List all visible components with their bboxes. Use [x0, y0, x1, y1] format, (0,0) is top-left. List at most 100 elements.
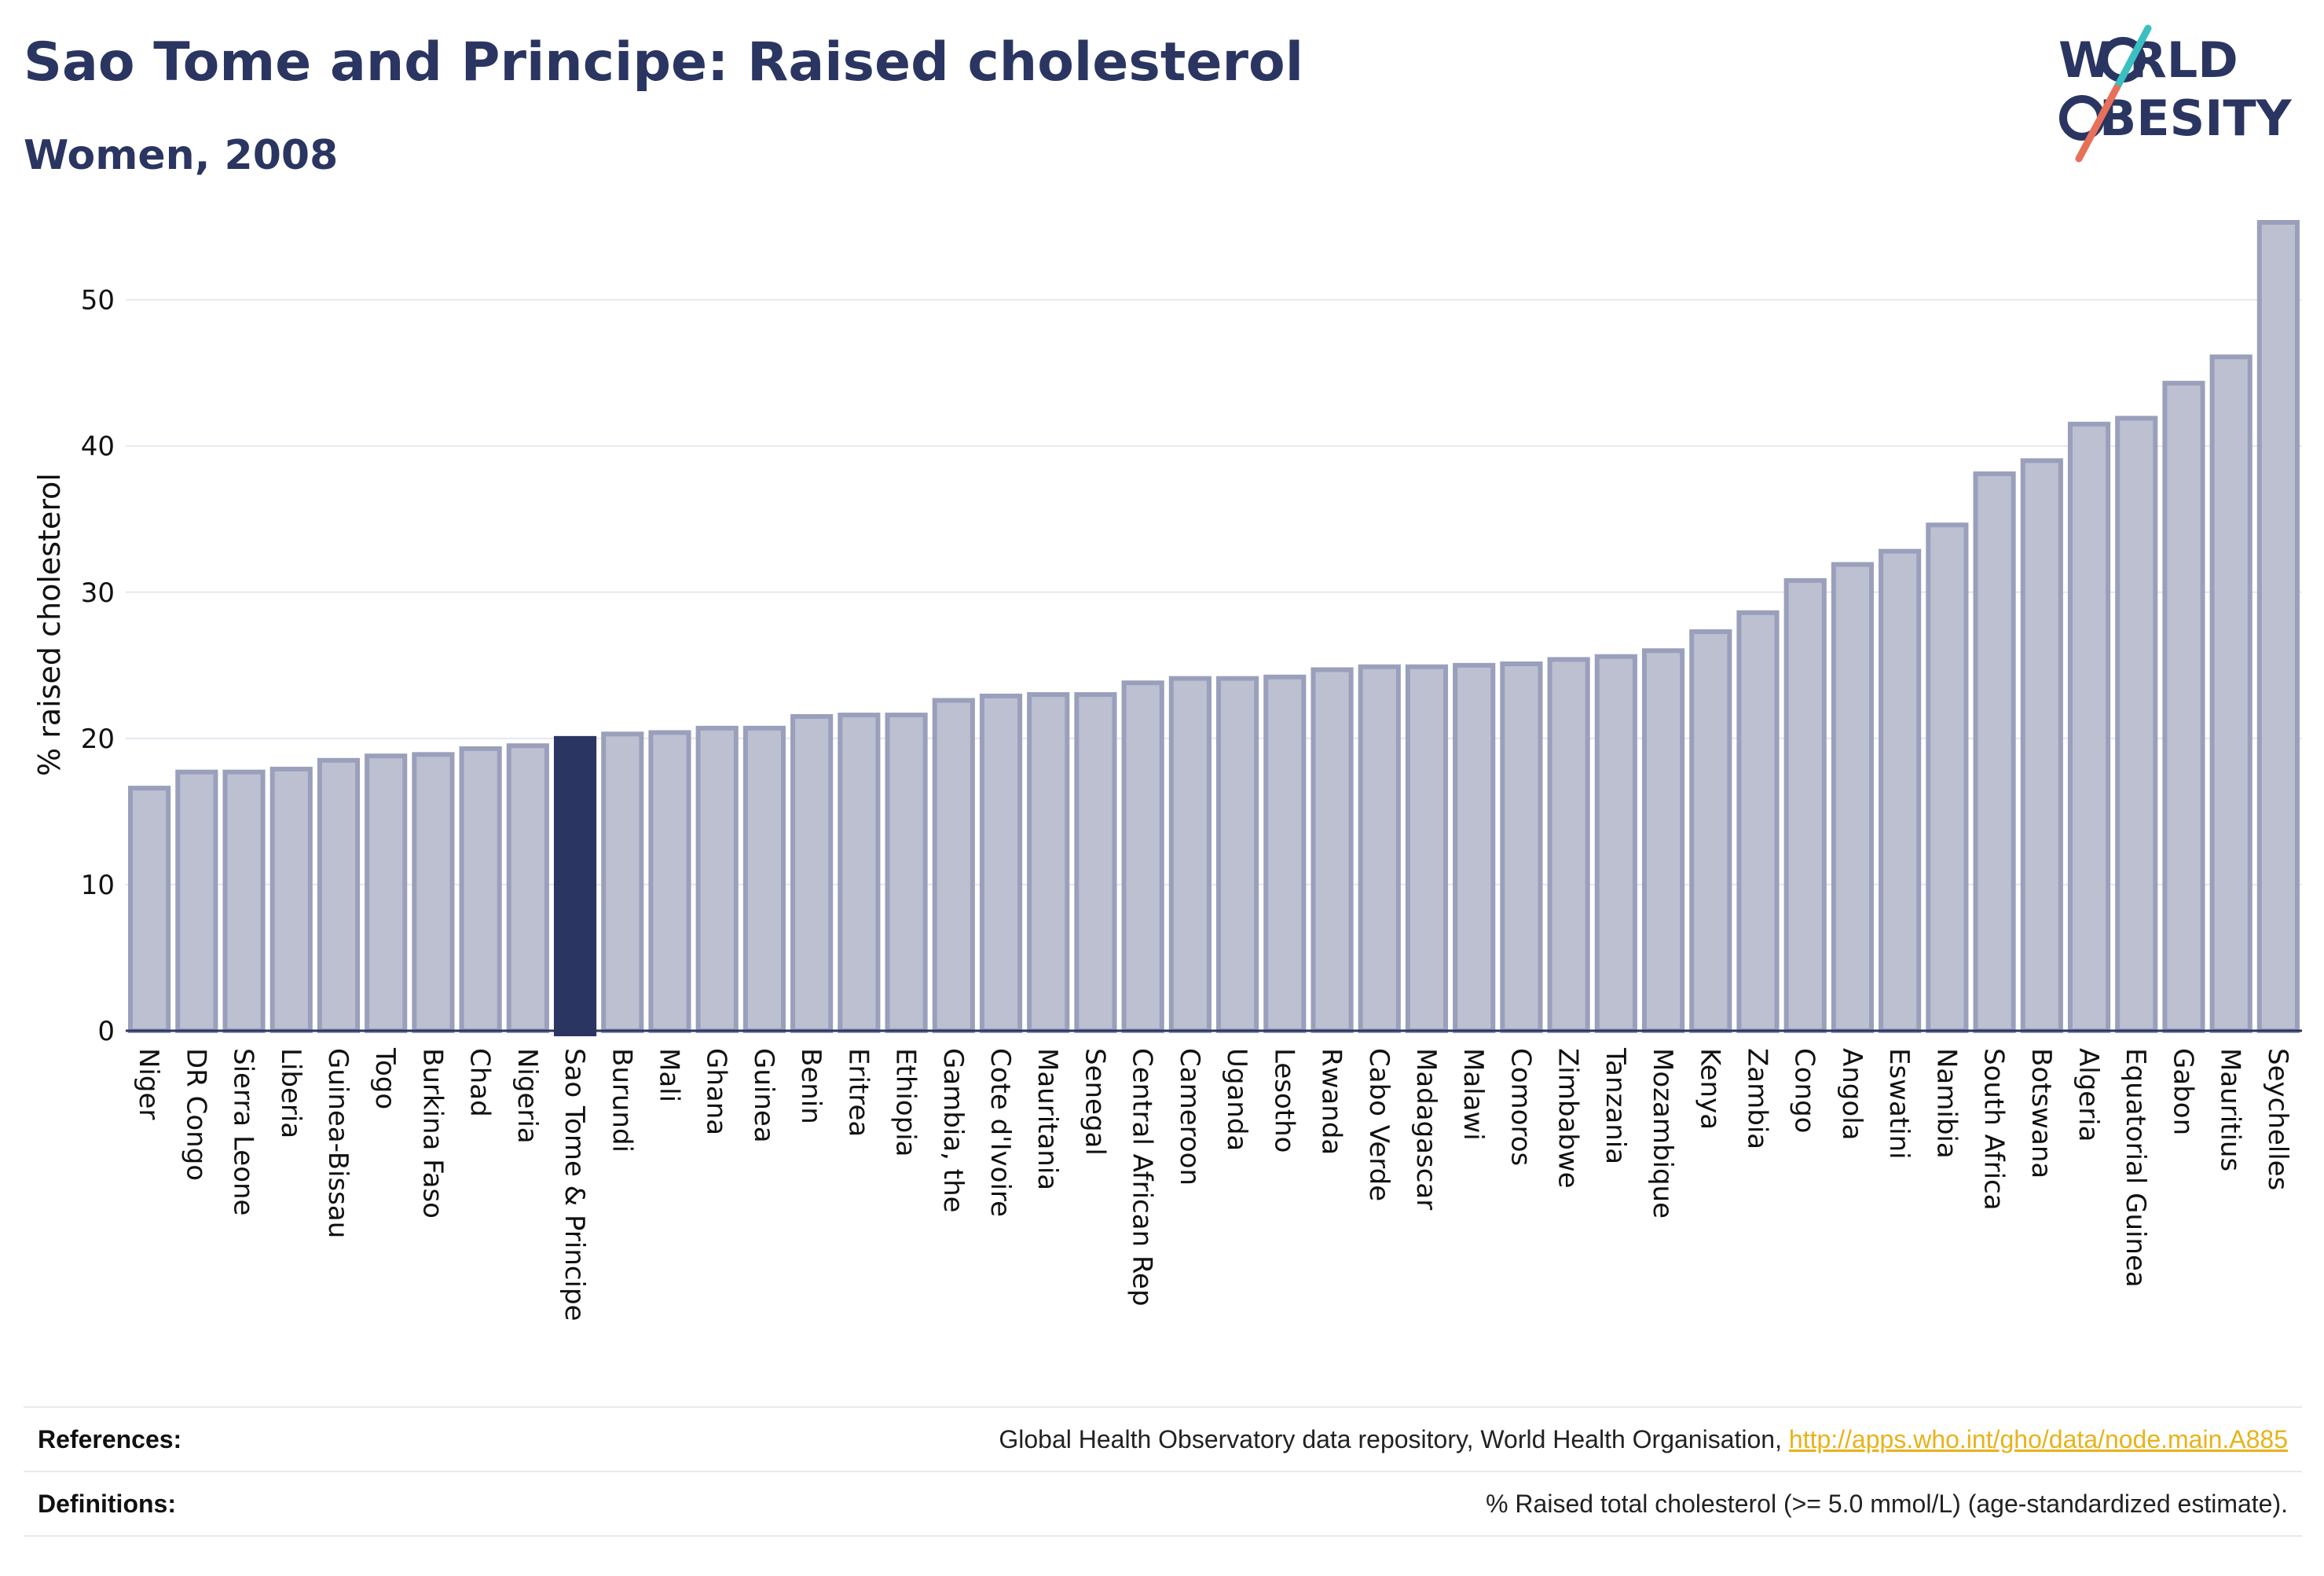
x-tick-label: Equatorial Guinea — [2120, 1048, 2151, 1288]
bar-rwanda — [1310, 667, 1354, 1033]
references-text: Global Health Observatory data repositor… — [999, 1425, 1789, 1453]
x-tick-label: Angola — [1836, 1048, 1868, 1140]
definitions-value: % Raised total cholesterol (>= 5.0 mmol/… — [1486, 1490, 2288, 1518]
bar-uganda — [1216, 676, 1259, 1033]
x-tick-label: Mauritius — [2215, 1048, 2246, 1171]
x-tick-label: Liberia — [275, 1048, 306, 1138]
bar-comoros — [1500, 661, 1543, 1033]
x-tick-label: Guinea — [748, 1048, 779, 1143]
x-tick-label: Kenya — [1694, 1048, 1725, 1130]
x-tick-label: Mali — [654, 1048, 685, 1102]
bar-central-african-rep — [1121, 680, 1164, 1034]
bar-madagascar — [1405, 664, 1449, 1033]
x-tick-label: Ethiopia — [890, 1048, 922, 1156]
bar-sao-tome-principe — [553, 735, 597, 1036]
x-tick-label: Tanzania — [1600, 1047, 1631, 1164]
x-tick-label: Algeria — [2073, 1048, 2104, 1142]
references-row: References: Global Health Observatory da… — [24, 1406, 2302, 1472]
bar-seychelles — [2256, 220, 2300, 1033]
bar-guinea — [742, 725, 786, 1033]
x-tick-label: Mauritania — [1032, 1048, 1063, 1190]
bar-benin — [790, 713, 834, 1033]
references-value: Global Health Observatory data repositor… — [999, 1425, 2288, 1454]
x-tick-label: Lesotho — [1268, 1048, 1299, 1153]
bar-mauritania — [1027, 692, 1070, 1033]
x-tick-label: Botswana — [2025, 1048, 2057, 1178]
bar-tanzania — [1594, 654, 1637, 1034]
bar-mali — [648, 730, 691, 1034]
x-tick-label: Mozambique — [1647, 1048, 1678, 1219]
bar-burundi — [601, 731, 644, 1034]
y-tick-label: 50 — [81, 285, 115, 317]
bar-dr-congo — [175, 769, 218, 1033]
bar-guinea-bissau — [317, 757, 361, 1034]
y-tick-label: 20 — [81, 724, 115, 755]
x-tick-label: Cameroon — [1174, 1048, 1205, 1186]
x-tick-label: Rwanda — [1316, 1048, 1347, 1155]
x-tick-label: Comoros — [1505, 1048, 1536, 1166]
x-tick-label: Malawi — [1457, 1048, 1489, 1141]
bar-congo — [1783, 577, 1827, 1033]
bar-sierra-leone — [222, 769, 266, 1033]
bar-cote-d-ivoire — [979, 693, 1023, 1033]
footer-divider — [24, 1535, 2302, 1537]
x-tick-label: Uganda — [1221, 1048, 1252, 1151]
bar-eswatini — [1879, 548, 1922, 1033]
definitions-label: Definitions: — [38, 1490, 176, 1518]
bar-zambia — [1736, 610, 1780, 1033]
y-tick-label: 40 — [81, 431, 115, 463]
definitions-row: Definitions: % Raised total cholesterol … — [24, 1471, 2302, 1537]
bar-lesotho — [1263, 674, 1307, 1033]
x-tick-label: Togo — [369, 1047, 401, 1109]
bar-nigeria — [506, 743, 549, 1033]
references-label: References: — [38, 1425, 182, 1453]
chart-title: Sao Tome and Principe: Raised cholestero… — [24, 31, 1304, 93]
y-axis-label: % raised cholesterol — [32, 473, 67, 776]
logo-slash-teal — [2113, 24, 2152, 92]
bar-mozambique — [1641, 648, 1685, 1033]
bar-chart: 0 10 20 30 40 50 Niger DR Congo Sierra Leone Libe… — [32, 220, 2302, 1321]
bar-namibia — [1926, 522, 1969, 1033]
x-tick-label: Eritrea — [842, 1048, 874, 1137]
bars — [128, 220, 2300, 1036]
logo-slash-coral — [2075, 84, 2121, 163]
x-tick-label: Burkina Faso — [416, 1048, 448, 1219]
bar-cameroon — [1168, 676, 1211, 1033]
logo-line-2: BESITY — [2099, 90, 2293, 147]
x-tick-label: Ghana — [701, 1048, 732, 1135]
bar-ethiopia — [885, 713, 928, 1033]
bar-south-africa — [1973, 471, 2016, 1033]
bar-zimbabwe — [1547, 657, 1590, 1034]
x-tick-label: Guinea-Bissau — [322, 1048, 354, 1238]
bar-ghana — [695, 725, 739, 1033]
x-tick-label: Madagascar — [1410, 1048, 1442, 1210]
bar-malawi — [1453, 662, 1496, 1033]
x-tick-label: South Africa — [1978, 1048, 2010, 1211]
x-tick-label: Chad — [464, 1048, 496, 1117]
x-tick-label: Niger — [133, 1048, 164, 1120]
x-tick-label: Zambia — [1742, 1048, 1773, 1149]
bar-botswana — [2020, 458, 2063, 1033]
x-tick-label: Cabo Verde — [1363, 1048, 1395, 1201]
x-tick-label: Benin — [795, 1048, 827, 1124]
bar-angola — [1831, 562, 1875, 1033]
bar-gambia-the — [932, 698, 975, 1033]
y-tick-label: 30 — [81, 577, 115, 609]
bar-cabo-verde — [1358, 664, 1401, 1033]
bar-mauritius — [2209, 354, 2253, 1034]
x-tick-label: Zimbabwe — [1552, 1048, 1584, 1189]
x-tick-label: Seychelles — [2262, 1048, 2293, 1190]
chart-subtitle: Women, 2008 — [24, 132, 339, 179]
bar-eritrea — [838, 713, 881, 1033]
x-tick-label: Gambia, the — [937, 1048, 969, 1213]
x-tick-label: Senegal — [1079, 1048, 1110, 1156]
bar-chad — [459, 746, 502, 1033]
x-tick-label: Gabon — [2167, 1048, 2198, 1135]
references-link[interactable]: http://apps.who.int/gho/data/node.main.A… — [1788, 1425, 2288, 1453]
x-tick-label: Namibia — [1930, 1048, 1962, 1159]
world-obesity-logo: W RLD BESITY — [2058, 24, 2293, 163]
y-tick-label: 0 — [97, 1016, 115, 1047]
x-tick-label: DR Congo — [180, 1048, 211, 1181]
x-tick-label: Sierra Leone — [228, 1048, 259, 1215]
x-tick-label: Burundi — [606, 1048, 637, 1153]
